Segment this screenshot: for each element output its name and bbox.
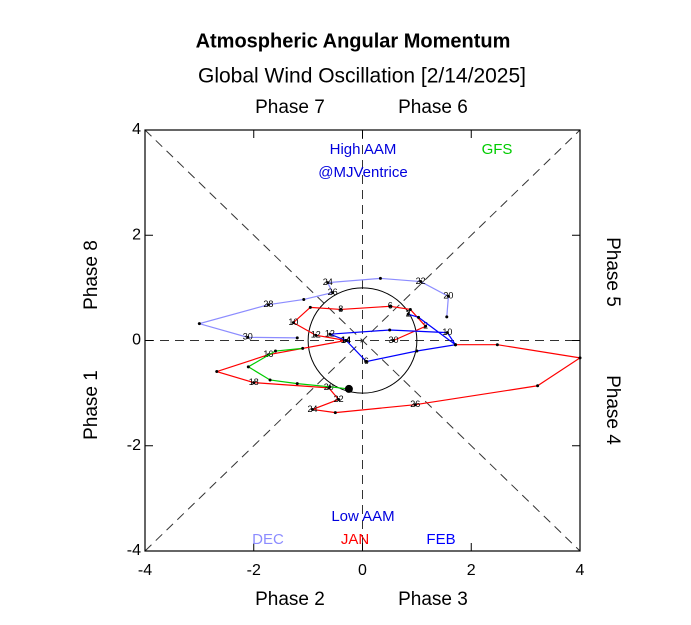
legend-label: FEB — [426, 531, 455, 548]
data-point — [302, 297, 306, 301]
point-label: 10 — [288, 317, 298, 327]
data-point — [445, 331, 449, 335]
data-point — [419, 280, 423, 284]
unit-circle — [307, 287, 418, 394]
annotation: High AAM — [330, 141, 397, 158]
data-point — [406, 312, 410, 316]
y-tick-label: -4 — [127, 542, 141, 559]
data-point — [391, 339, 395, 342]
data-point — [310, 407, 314, 411]
phase-label: Phase 1 — [81, 370, 102, 440]
annotation: @MJVentrice — [318, 164, 407, 181]
phase-label: Phase 8 — [81, 240, 102, 310]
reference-line — [144, 129, 581, 552]
data-point — [424, 324, 428, 328]
point-label: 22 — [334, 394, 344, 404]
data-point — [337, 397, 341, 401]
phase-label: Phase 7 — [255, 97, 325, 118]
x-tick-label: -2 — [247, 562, 261, 579]
point-label: 24 — [323, 277, 333, 287]
x-tick-label: 0 — [358, 562, 367, 579]
data-point — [328, 385, 332, 389]
data-point — [364, 360, 368, 364]
point-label: 12 — [311, 330, 321, 340]
data-point — [453, 343, 457, 347]
data-point — [445, 315, 449, 319]
data-point — [328, 332, 332, 336]
point-label: 2 — [406, 309, 411, 319]
data-point — [295, 382, 299, 386]
x-tick-label: -4 — [138, 562, 152, 579]
legend-label: DEC — [252, 531, 284, 548]
data-point — [578, 356, 582, 360]
x-tick-label: 4 — [576, 562, 585, 579]
point-label: 14 — [341, 335, 351, 345]
point-label: 16 — [263, 349, 273, 359]
data-point — [197, 322, 201, 326]
chart-title: Atmospheric Angular Momentum — [196, 30, 511, 52]
phase-label: Phase 4 — [602, 375, 623, 445]
data-point — [415, 349, 419, 353]
point-label: 12 — [325, 329, 335, 339]
data-point — [344, 339, 348, 342]
data-point — [215, 370, 219, 374]
chart-subtitle: Global Wind Oscillation [2/14/2025] — [198, 65, 526, 88]
current-point — [344, 384, 353, 393]
point-label: 20 — [443, 291, 453, 301]
y-tick-label: 4 — [132, 121, 141, 138]
data-point — [314, 333, 318, 337]
data-point — [266, 303, 270, 307]
phase-label: Phase 5 — [602, 237, 623, 307]
point-label: 24 — [307, 404, 317, 414]
point-label: 6 — [388, 301, 393, 311]
data-point — [308, 305, 312, 309]
legend-label: GFS — [482, 141, 513, 158]
data-point — [339, 307, 343, 311]
x-tick-label: 2 — [467, 562, 476, 579]
legend-label: JAN — [341, 531, 369, 548]
y-tick-label: 2 — [132, 226, 141, 243]
series-line — [329, 313, 457, 363]
data-point — [417, 315, 421, 319]
data-point — [446, 294, 450, 298]
data-point — [274, 349, 277, 353]
data-point — [246, 365, 250, 369]
data-point — [388, 328, 392, 332]
data-point — [295, 336, 299, 340]
data-point — [388, 304, 392, 308]
point-label: 30 — [388, 335, 398, 345]
data-point — [408, 307, 412, 311]
point-label: 28 — [263, 299, 273, 309]
data-point — [495, 343, 499, 347]
point-label: 18 — [249, 377, 259, 387]
data-point — [378, 276, 382, 280]
point-label: 22 — [416, 276, 426, 286]
annotation: Low AAM — [331, 508, 394, 525]
point-label: 2 — [423, 321, 428, 331]
data-point — [291, 321, 295, 325]
data-point — [301, 346, 305, 350]
point-label: 10 — [442, 327, 452, 337]
data-point — [413, 403, 417, 407]
point-label: 26 — [328, 287, 338, 297]
data-point — [331, 291, 335, 295]
data-point — [326, 281, 330, 285]
y-tick-label: 0 — [132, 332, 141, 349]
y-tick-label: -2 — [127, 437, 141, 454]
phase-label: Phase 6 — [398, 97, 468, 118]
data-point — [252, 381, 256, 385]
data-point — [536, 384, 540, 388]
phase-label: Phase 3 — [398, 589, 468, 610]
data-point — [268, 378, 272, 382]
point-label: 30 — [243, 332, 253, 342]
phase-label: Phase 2 — [255, 589, 325, 610]
data-point — [333, 411, 337, 415]
data-point — [246, 335, 250, 339]
point-label: 6 — [364, 356, 369, 366]
point-label: 8 — [338, 304, 343, 314]
point-label: 26 — [410, 399, 420, 409]
